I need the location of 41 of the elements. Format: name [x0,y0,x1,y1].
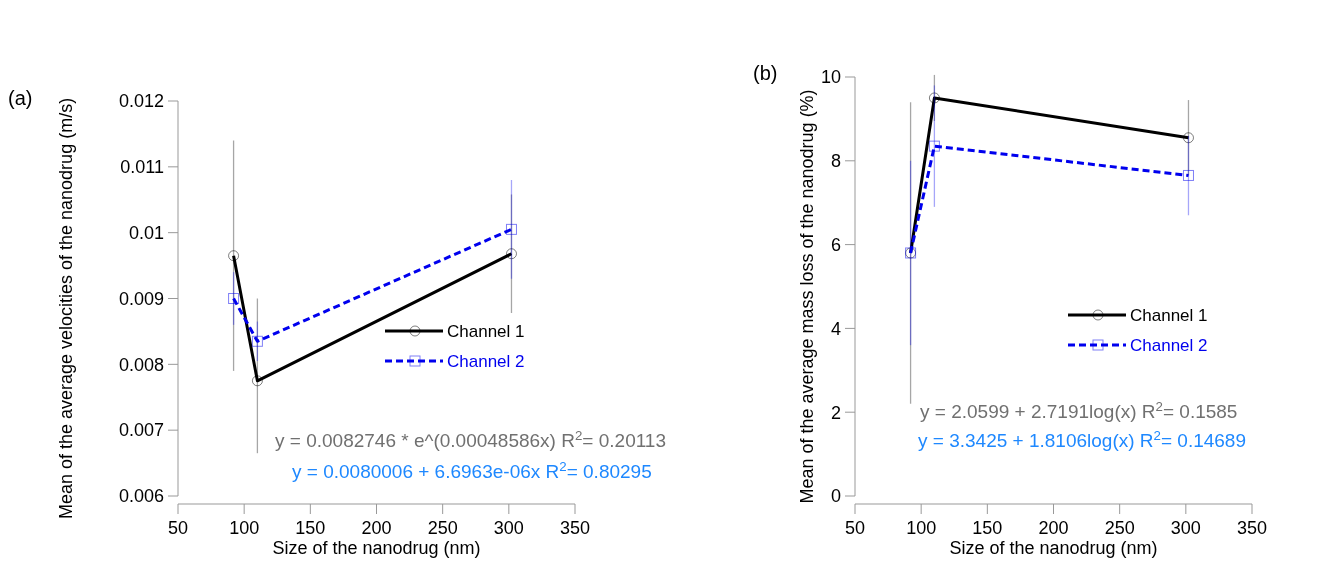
x-tick-label: 150 [972,518,1003,538]
legend-label: Channel 1 [447,321,525,341]
annotation: y = 0.0080006 + 6.6963e-06x R$^{2}$= 0.80295 [292,458,652,482]
x-tick-label: 250 [427,518,458,538]
y-axis-title: Mean of the average velocities of the nanodrug (m/s) [56,97,76,520]
chart-title: (b) [753,62,778,84]
y-tick-label: 0.007 [118,420,164,441]
legend-label: Channel 2 [1130,335,1208,355]
y-tick-label: 0.006 [118,486,164,507]
annotation: y = 0.0082746 * e^(0.00048586x) R$^{2}$= 0.20113 [275,427,666,451]
x-tick-label: 100 [906,518,937,538]
legend-label: Channel 1 [1130,305,1208,325]
x-tick-label: 50 [167,518,189,538]
x-tick-label: 100 [229,518,260,538]
x-tick-label: 300 [493,518,524,538]
x-tick-label: 200 [361,518,392,538]
x-tick-label: 150 [295,518,326,538]
y-tick-label: 0.012 [118,91,164,112]
y-tick-label: 0.008 [118,354,164,375]
annotation: y = 3.3425 + 1.8106log(x) R$^{2}$= 0.14689 [918,427,1247,451]
legend-label: Channel 2 [447,351,525,371]
x-tick-label: 300 [1170,518,1201,538]
y-axis-title: Mean of the average mass loss of the nanodrug (%) [797,89,817,504]
x-tick-label: 200 [1038,518,1069,538]
y-tick-label: 4 [830,318,841,339]
annotation: y = 2.0599 + 2.7191log(x) R$^{2}$= 0.1585 [920,398,1238,422]
x-axis-title: Size of the nanodrug (nm) [272,538,481,558]
y-tick-label: 2 [830,402,841,423]
y-tick-label: 0.011 [120,157,164,178]
y-tick-label: 0.009 [118,288,164,309]
y-tick-label: 6 [830,234,841,255]
x-tick-label: 350 [559,518,591,538]
x-axis-title: Size of the nanodrug (nm) [949,538,1158,558]
x-tick-label: 250 [1104,518,1135,538]
y-tick-label: 0 [830,486,841,507]
x-tick-label: 50 [844,518,866,538]
x-tick-label: 350 [1236,518,1268,538]
chart-title: (a) [8,87,33,109]
y-tick-label: 0.01 [128,222,164,243]
y-tick-label: 8 [830,151,841,172]
y-tick-label: 10 [820,67,841,88]
